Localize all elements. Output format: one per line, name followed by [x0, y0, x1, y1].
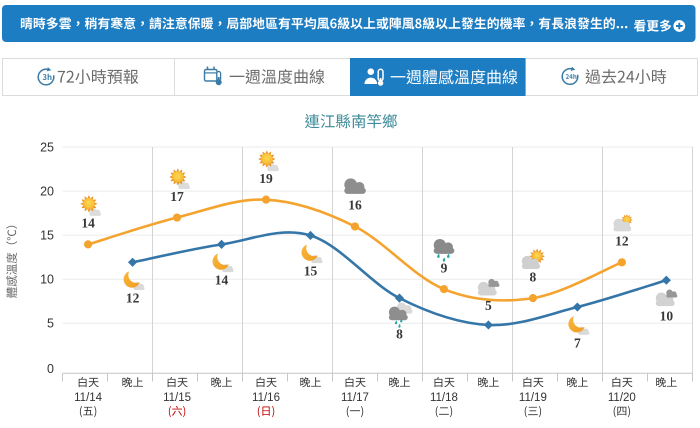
svg-text:15: 15: [40, 228, 54, 242]
svg-text:17: 17: [170, 189, 184, 204]
svg-text:9: 9: [441, 260, 448, 275]
svg-text:20: 20: [40, 184, 54, 198]
svg-text:11/20: 11/20: [608, 392, 636, 404]
svg-text:14: 14: [81, 216, 95, 231]
svg-text:8: 8: [396, 326, 403, 341]
svg-text:5: 5: [485, 298, 492, 313]
svg-text:14: 14: [215, 273, 229, 288]
svg-text:11/16: 11/16: [252, 392, 280, 404]
svg-text:7: 7: [574, 335, 581, 350]
svg-text:19: 19: [259, 171, 273, 186]
svg-text:11/17: 11/17: [341, 392, 369, 404]
svg-text:11/19: 11/19: [519, 392, 547, 404]
svg-text:10: 10: [660, 308, 674, 323]
svg-text:0: 0: [47, 362, 54, 376]
svg-text:15: 15: [304, 264, 318, 279]
svg-text:8: 8: [530, 269, 537, 284]
svg-text:11/14: 11/14: [74, 392, 103, 404]
svg-text:12: 12: [615, 234, 629, 249]
svg-text:25: 25: [40, 140, 54, 154]
svg-text:11/18: 11/18: [430, 392, 458, 404]
svg-text:16: 16: [348, 198, 362, 213]
svg-text:11/15: 11/15: [163, 392, 191, 404]
svg-text:12: 12: [126, 291, 140, 306]
svg-text:10: 10: [40, 273, 54, 287]
svg-text:5: 5: [47, 317, 54, 331]
